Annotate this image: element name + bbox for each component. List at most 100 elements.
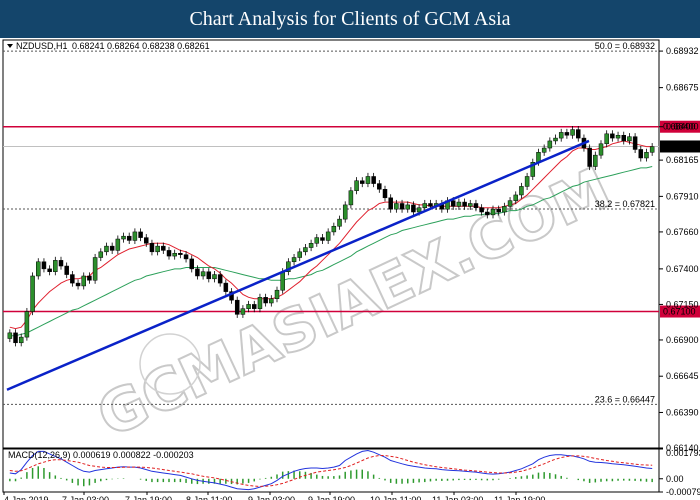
candle-body bbox=[360, 180, 365, 184]
candle-body bbox=[507, 200, 513, 207]
candle-body bbox=[155, 245, 160, 253]
candle-body bbox=[98, 251, 104, 258]
candle-body bbox=[64, 265, 69, 275]
candle-body bbox=[212, 274, 217, 280]
candle-body bbox=[18, 336, 24, 344]
ohlc-readout: 0.68241 0.68264 0.68238 0.68261 bbox=[72, 41, 210, 51]
candle-body bbox=[132, 231, 138, 241]
candle-body bbox=[234, 299, 240, 315]
horizontal-level-tag bbox=[660, 120, 700, 133]
candle-body bbox=[416, 207, 422, 213]
candle-body bbox=[104, 245, 109, 253]
candle-body bbox=[269, 298, 274, 304]
time-tick-label: 7 Jan 03:00 bbox=[62, 495, 109, 500]
candle-body bbox=[303, 247, 308, 253]
chart-area: GCMASIAEX.COM 50.0 = 0.68932 38.2 = 0.678… bbox=[2, 39, 700, 500]
candle-body bbox=[121, 235, 126, 240]
candle-body bbox=[564, 132, 570, 136]
time-tick-label: 11 Jan 19:00 bbox=[494, 495, 545, 500]
candle-body bbox=[541, 147, 547, 153]
candle-body bbox=[291, 257, 297, 263]
candle-body bbox=[428, 203, 433, 207]
candle-body bbox=[126, 235, 132, 241]
fib-level-label: 50.0 = 0.68932 bbox=[595, 41, 655, 51]
horizontal-level-tag bbox=[660, 305, 700, 318]
candle-body bbox=[377, 183, 382, 190]
candle-body bbox=[70, 274, 75, 284]
candle-body bbox=[519, 186, 524, 196]
candle-body bbox=[178, 252, 183, 255]
candle-body bbox=[485, 211, 490, 216]
horizontal-level-label: 0.67100 bbox=[663, 307, 696, 317]
candle-body bbox=[252, 304, 257, 309]
candle-body bbox=[325, 231, 331, 241]
macd-label: MACD(12,26,9) 0.000619 0.000822 -0.00020… bbox=[8, 450, 194, 460]
macd-panel: 0.001793 0.00 -0.000797 MACD(12,26,9) 0.00… bbox=[2, 448, 700, 497]
candle-body bbox=[450, 200, 456, 207]
current-price-label: 0.68261 bbox=[663, 141, 696, 151]
price-panel-frame bbox=[2, 39, 660, 449]
fib-level-label: 23.6 = 0.66447 bbox=[595, 394, 655, 404]
watermark: GCMASIAEX.COM bbox=[86, 153, 622, 452]
macd-panel-frame bbox=[2, 448, 660, 493]
macd-line bbox=[9, 449, 653, 491]
candle-body bbox=[166, 250, 172, 257]
candle-body bbox=[644, 152, 649, 159]
price-tick-label: 0.66140 bbox=[666, 443, 699, 453]
candle-body bbox=[87, 275, 92, 281]
candle-body bbox=[109, 245, 115, 251]
fib-level-label: 38.2 = 0.67821 bbox=[595, 199, 655, 209]
candle-body bbox=[621, 134, 626, 142]
price-tick-label: 0.66900 bbox=[666, 335, 699, 345]
candle-body bbox=[632, 136, 638, 150]
time-tick-label: 8 Jan 11:00 bbox=[186, 495, 232, 500]
time-axis: 4 Jan 2019 7 Jan 03:00 7 Jan 19:00 8 Jan 11… bbox=[3, 492, 545, 500]
candle-body bbox=[576, 129, 581, 139]
candle-body bbox=[189, 258, 194, 270]
candle-body bbox=[115, 238, 121, 251]
candle-body bbox=[371, 176, 376, 184]
candle-body bbox=[388, 197, 393, 210]
candle-body bbox=[530, 162, 536, 177]
candle-body bbox=[337, 218, 342, 227]
dropdown-triangle-icon[interactable] bbox=[7, 44, 13, 48]
candle-body bbox=[223, 282, 229, 292]
candle-body bbox=[473, 203, 479, 208]
candle-body bbox=[490, 208, 496, 216]
candle-body bbox=[320, 237, 325, 241]
candle-body bbox=[75, 282, 81, 287]
candle-body bbox=[7, 332, 13, 339]
candle-body bbox=[200, 271, 206, 277]
candle-body bbox=[598, 143, 604, 156]
candle-body bbox=[246, 304, 251, 309]
candle-body bbox=[604, 133, 609, 145]
candle-body bbox=[331, 225, 337, 233]
candle-body bbox=[81, 275, 86, 287]
candle-body bbox=[41, 261, 47, 270]
candle-body bbox=[257, 297, 263, 309]
time-tick-label: 10 Jan 11:00 bbox=[370, 495, 421, 500]
horizontal-level-label: 0.68400 bbox=[663, 122, 696, 132]
price-tick-label: 0.68675 bbox=[666, 83, 699, 93]
candle-body bbox=[161, 245, 166, 251]
candle-body bbox=[30, 275, 35, 312]
candle-body bbox=[468, 203, 473, 207]
candle-body bbox=[615, 134, 621, 139]
candle-body bbox=[399, 203, 405, 210]
candle-body bbox=[593, 154, 598, 167]
candle-body bbox=[13, 332, 18, 344]
candle-body bbox=[558, 132, 564, 139]
candle-body bbox=[462, 201, 467, 207]
candle-body bbox=[149, 243, 155, 253]
time-tick-label: 4 Jan 2019 bbox=[4, 495, 49, 500]
candle-body bbox=[53, 260, 58, 272]
candle-body bbox=[547, 140, 553, 149]
candle-body bbox=[286, 261, 291, 272]
candle-body bbox=[24, 311, 30, 338]
price-tick-label: 0.68165 bbox=[666, 155, 699, 165]
candle-body bbox=[394, 203, 399, 210]
candle-body bbox=[382, 189, 388, 199]
candle-body bbox=[144, 237, 149, 244]
price-panel: 50.0 = 0.68932 38.2 = 0.67821 23.6 = 0.664… bbox=[2, 39, 700, 453]
candle-body bbox=[172, 252, 177, 257]
